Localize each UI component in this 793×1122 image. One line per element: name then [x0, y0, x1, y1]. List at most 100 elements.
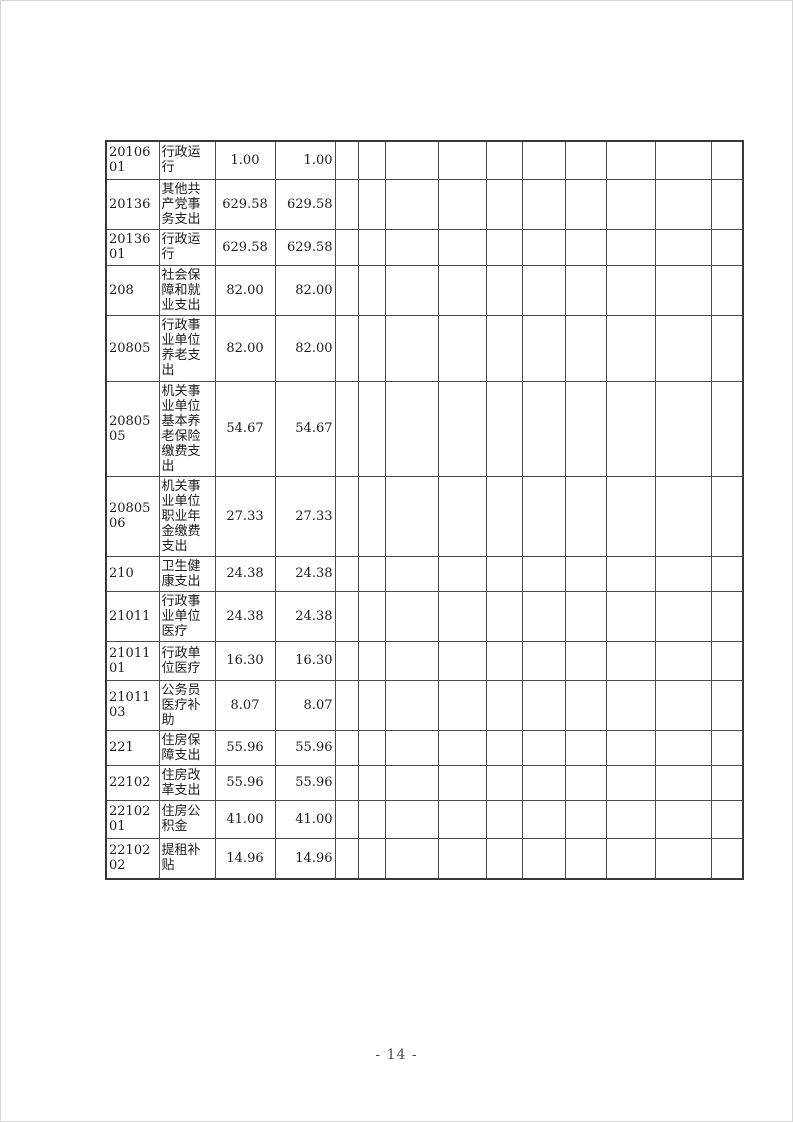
- cell-total: 55.96: [214, 729, 276, 766]
- cell-empty: [384, 729, 439, 766]
- cell-empty: [710, 264, 744, 316]
- cell-empty: [357, 679, 386, 731]
- cell-empty: [334, 799, 359, 839]
- cell-code: 2010601: [105, 140, 160, 180]
- cell-empty: [605, 837, 656, 880]
- cell-name: 其他共产党事务支出: [158, 178, 216, 230]
- cell-empty: [357, 837, 386, 880]
- cell-amount: 14.96: [274, 837, 336, 880]
- cell-empty: [710, 837, 744, 880]
- cell-empty: [710, 555, 744, 592]
- cell-empty: [384, 837, 439, 880]
- cell-name: 机关事业单位职业年金缴费支出: [158, 475, 216, 557]
- cell-name: 行政单位医疗: [158, 640, 216, 681]
- cell-empty: [710, 140, 744, 180]
- cell-amount: 629.58: [274, 228, 336, 266]
- cell-name: 行政运行: [158, 140, 216, 180]
- cell-empty: [564, 799, 607, 839]
- cell-empty: [485, 228, 523, 266]
- cell-empty: [521, 679, 566, 731]
- cell-empty: [437, 764, 487, 801]
- table-row: 2101101 行政单位医疗 16.30 16.30: [105, 640, 744, 681]
- cell-empty: [605, 314, 656, 382]
- cell-empty: [384, 679, 439, 731]
- cell-empty: [605, 679, 656, 731]
- cell-empty: [485, 314, 523, 382]
- cell-empty: [521, 764, 566, 801]
- cell-empty: [357, 799, 386, 839]
- table-row: 2210202 提租补贴 14.96 14.96: [105, 837, 744, 880]
- cell-name: 住房保障支出: [158, 729, 216, 766]
- cell-amount: 55.96: [274, 764, 336, 801]
- cell-name: 提租补贴: [158, 837, 216, 880]
- cell-amount: 24.38: [274, 590, 336, 642]
- cell-empty: [357, 640, 386, 681]
- cell-code: 210: [105, 555, 160, 592]
- cell-total: 27.33: [214, 475, 276, 557]
- cell-empty: [485, 590, 523, 642]
- cell-empty: [564, 640, 607, 681]
- cell-empty: [564, 679, 607, 731]
- cell-empty: [357, 178, 386, 230]
- cell-empty: [437, 799, 487, 839]
- cell-empty: [521, 799, 566, 839]
- cell-empty: [437, 555, 487, 592]
- cell-empty: [384, 140, 439, 180]
- cell-empty: [654, 590, 712, 642]
- cell-empty: [384, 380, 439, 477]
- cell-name: 公务员医疗补助: [158, 679, 216, 731]
- cell-empty: [357, 228, 386, 266]
- cell-total: 1.00: [214, 140, 276, 180]
- cell-empty: [437, 679, 487, 731]
- cell-empty: [437, 475, 487, 557]
- cell-total: 8.07: [214, 679, 276, 731]
- cell-empty: [485, 555, 523, 592]
- cell-total: 24.38: [214, 590, 276, 642]
- cell-empty: [357, 764, 386, 801]
- cell-empty: [521, 640, 566, 681]
- cell-empty: [485, 178, 523, 230]
- cell-empty: [521, 380, 566, 477]
- cell-name: 住房改革支出: [158, 764, 216, 801]
- cell-empty: [564, 178, 607, 230]
- cell-amount: 27.33: [274, 475, 336, 557]
- cell-empty: [564, 837, 607, 880]
- cell-empty: [710, 640, 744, 681]
- cell-empty: [564, 314, 607, 382]
- budget-table: 2010601 行政运行 1.00 1.00 20136 其他共产党事务支出 629.58 6…: [105, 140, 744, 880]
- cell-name: 行政事业单位医疗: [158, 590, 216, 642]
- cell-empty: [485, 140, 523, 180]
- cell-amount: 1.00: [274, 140, 336, 180]
- cell-empty: [654, 228, 712, 266]
- cell-empty: [564, 590, 607, 642]
- table-row: 22102 住房改革支出 55.96 55.96: [105, 764, 744, 801]
- cell-empty: [564, 228, 607, 266]
- cell-empty: [605, 640, 656, 681]
- cell-empty: [334, 837, 359, 880]
- cell-empty: [334, 228, 359, 266]
- cell-empty: [521, 228, 566, 266]
- cell-empty: [564, 729, 607, 766]
- cell-total: 14.96: [214, 837, 276, 880]
- cell-empty: [605, 178, 656, 230]
- cell-empty: [384, 640, 439, 681]
- cell-empty: [654, 380, 712, 477]
- cell-amount: 54.67: [274, 380, 336, 477]
- cell-total: 55.96: [214, 764, 276, 801]
- cell-empty: [357, 314, 386, 382]
- cell-empty: [605, 228, 656, 266]
- cell-empty: [334, 314, 359, 382]
- cell-empty: [334, 264, 359, 316]
- cell-total: 82.00: [214, 264, 276, 316]
- cell-empty: [437, 729, 487, 766]
- table-row: 21011 行政事业单位医疗 24.38 24.38: [105, 590, 744, 642]
- cell-empty: [605, 590, 656, 642]
- cell-code: 20136: [105, 178, 160, 230]
- cell-empty: [710, 228, 744, 266]
- cell-empty: [654, 140, 712, 180]
- cell-code: 2101103: [105, 679, 160, 731]
- cell-empty: [521, 178, 566, 230]
- cell-empty: [357, 264, 386, 316]
- cell-empty: [334, 555, 359, 592]
